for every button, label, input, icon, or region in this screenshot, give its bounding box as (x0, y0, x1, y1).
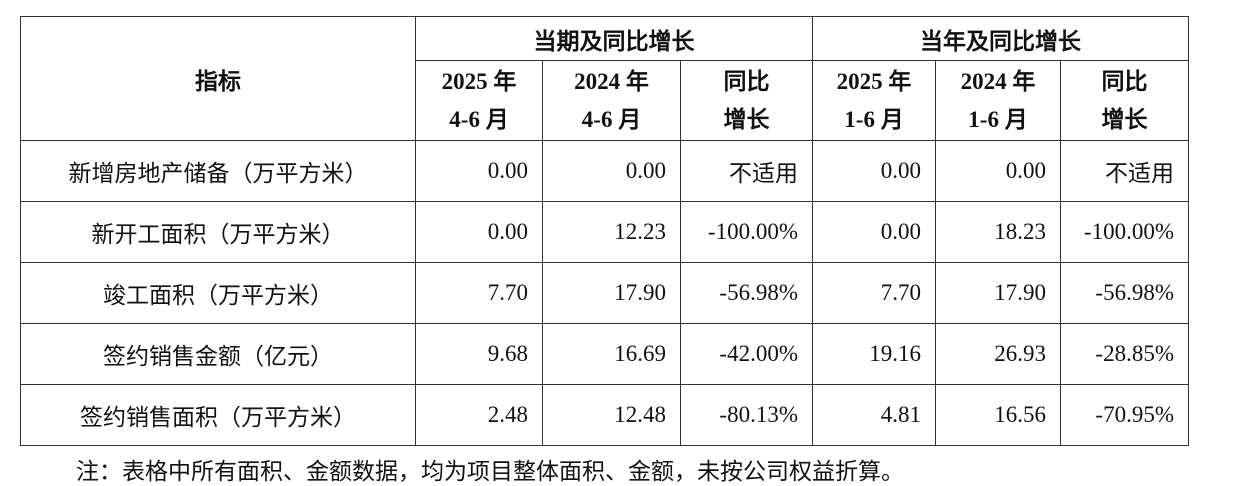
column-header-line: 同比 (1101, 68, 1148, 94)
cell: 不适用 (1060, 140, 1189, 202)
cell: 0.00 (935, 140, 1061, 202)
table-row: 签约销售面积（万平方米） 2.48 12.48 -80.13% 4.81 16.56 -70… (20, 384, 1189, 446)
column-header: 同比 增长 (1060, 60, 1189, 141)
cell: 0.00 (415, 201, 543, 263)
group-header: 当期及同比增长 (415, 16, 813, 61)
footnote: 注：表格中所有面积、金额数据，均为项目整体面积、金额，未按公司权益折算。 (76, 459, 904, 484)
cell: -56.98% (680, 262, 813, 324)
column-header: 2025 年 1-6 月 (812, 60, 936, 141)
column-header: 2024 年 1-6 月 (935, 60, 1061, 141)
column-header-line: 1-6 月 (968, 106, 1028, 132)
cell: 16.69 (542, 323, 681, 385)
data-table: 指标 当期及同比增长 当年及同比增长 2025 年 4-6 月 2024 年 4-6 … (20, 16, 1189, 446)
column-header-line: 2024 年 (960, 68, 1036, 94)
column-header-line: 增长 (1101, 106, 1148, 132)
column-header-line: 同比 (723, 68, 770, 94)
cell: 0.00 (812, 201, 936, 263)
corner-header: 指标 (20, 16, 416, 141)
column-header-line: 增长 (723, 106, 770, 132)
row-label: 签约销售面积（万平方米） (20, 384, 416, 446)
table-row: 新增房地产储备（万平方米） 0.00 0.00 不适用 0.00 0.00 不适用 (20, 140, 1189, 202)
cell: 16.56 (935, 384, 1061, 446)
cell: 0.00 (542, 140, 681, 202)
group-header: 当年及同比增长 (812, 16, 1189, 61)
row-label: 竣工面积（万平方米） (20, 262, 416, 324)
cell: 26.93 (935, 323, 1061, 385)
cell: 12.23 (542, 201, 681, 263)
column-header: 2025 年 4-6 月 (415, 60, 543, 141)
column-header: 同比 增长 (680, 60, 813, 141)
column-header-line: 2024 年 (574, 68, 649, 94)
row-label: 签约销售金额（亿元） (20, 323, 416, 385)
cell: -100.00% (1060, 201, 1189, 263)
column-header: 2024 年 4-6 月 (542, 60, 681, 141)
cell: 0.00 (415, 140, 543, 202)
cell: 12.48 (542, 384, 681, 446)
cell: 7.70 (415, 262, 543, 324)
cell: 17.90 (542, 262, 681, 324)
cell: 19.16 (812, 323, 936, 385)
cell: -28.85% (1060, 323, 1189, 385)
column-header-line: 4-6 月 (449, 106, 509, 132)
table-body: 新增房地产储备（万平方米） 0.00 0.00 不适用 0.00 0.00 不适用 新开工面积… (20, 140, 1189, 446)
cell: -42.00% (680, 323, 813, 385)
table-row: 竣工面积（万平方米） 7.70 17.90 -56.98% 7.70 17.90 -56.9… (20, 262, 1189, 324)
cell: 0.00 (812, 140, 936, 202)
cell: 2.48 (415, 384, 543, 446)
table-row: 签约销售金额（亿元） 9.68 16.69 -42.00% 19.16 26.93 -28.… (20, 323, 1189, 385)
cell: -70.95% (1060, 384, 1189, 446)
cell: 9.68 (415, 323, 543, 385)
row-label: 新开工面积（万平方米） (20, 201, 416, 263)
row-label: 新增房地产储备（万平方米） (20, 140, 416, 202)
cell: 4.81 (812, 384, 936, 446)
cell: 不适用 (680, 140, 813, 202)
cell: -80.13% (680, 384, 813, 446)
table-header: 指标 当期及同比增长 当年及同比增长 2025 年 4-6 月 2024 年 4-6 … (20, 16, 1189, 141)
column-header-line: 2025 年 (836, 68, 912, 94)
cell: 17.90 (935, 262, 1061, 324)
cell: -56.98% (1060, 262, 1189, 324)
cell: 7.70 (812, 262, 936, 324)
column-header-line: 4-6 月 (581, 106, 642, 132)
cell: -100.00% (680, 201, 813, 263)
cell: 18.23 (935, 201, 1061, 263)
table-row: 新开工面积（万平方米） 0.00 12.23 -100.00% 0.00 18.23 -10… (20, 201, 1189, 263)
column-header-line: 1-6 月 (844, 106, 904, 132)
column-header-line: 2025 年 (441, 68, 517, 94)
